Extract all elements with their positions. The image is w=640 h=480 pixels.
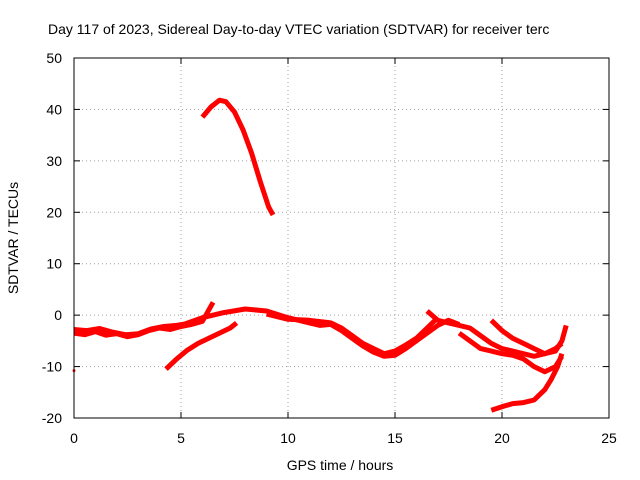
chart-title: Day 117 of 2023, Sidereal Day-to-day VTE… bbox=[48, 21, 549, 37]
x-axis-ticks: 0 5 10 15 20 25 bbox=[70, 58, 617, 446]
x-axis-label: GPS time / hours bbox=[287, 457, 394, 473]
y-tick-label: 10 bbox=[46, 256, 62, 272]
series-arc-high bbox=[200, 97, 276, 217]
x-tick-label: 15 bbox=[387, 430, 403, 446]
series-arc-8 bbox=[489, 318, 569, 357]
y-tick-label: -10 bbox=[42, 359, 62, 375]
series-arc-7 bbox=[457, 331, 565, 375]
y-tick-label: 30 bbox=[46, 153, 62, 169]
y-axis-label: SDTVAR / TECUs bbox=[5, 182, 21, 294]
y-tick-label: -20 bbox=[42, 410, 62, 426]
series-arc-3 bbox=[164, 320, 239, 371]
series-arc-5 bbox=[266, 311, 440, 357]
y-axis-ticks: -20 -10 0 10 20 30 40 50 bbox=[42, 50, 609, 426]
y-tick-label: 50 bbox=[46, 50, 62, 66]
data-series bbox=[72, 97, 569, 413]
y-tick-label: 0 bbox=[54, 307, 62, 323]
y-tick-label: 40 bbox=[46, 101, 62, 117]
plot-frame bbox=[73, 57, 610, 419]
y-tick-label: 20 bbox=[46, 204, 62, 220]
series-arc-9 bbox=[490, 352, 565, 413]
x-tick-label: 0 bbox=[70, 430, 78, 446]
x-tick-label: 25 bbox=[601, 430, 617, 446]
x-tick-label: 10 bbox=[280, 430, 296, 446]
x-tick-label: 5 bbox=[177, 430, 185, 446]
x-tick-label: 20 bbox=[494, 430, 510, 446]
